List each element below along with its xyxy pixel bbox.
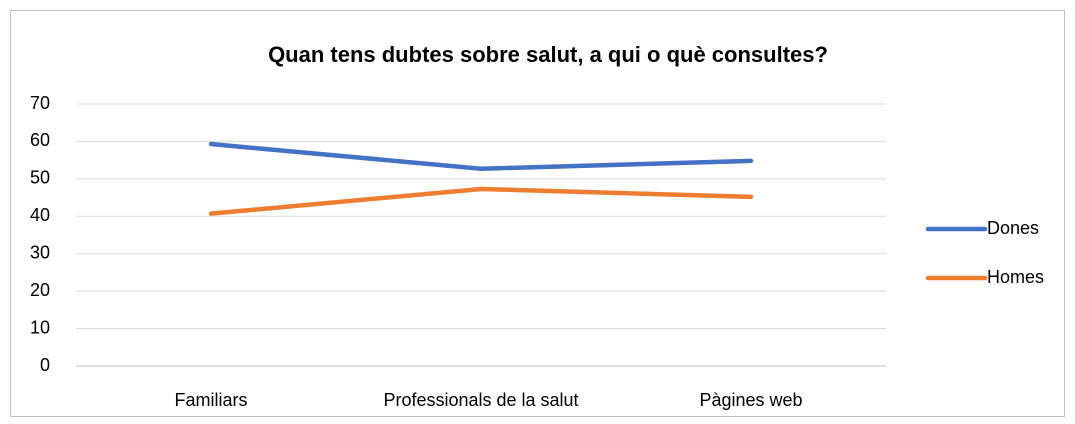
legend-label: Dones — [987, 218, 1039, 238]
x-tick-label: Familiars — [174, 390, 247, 410]
data-line — [208, 141, 754, 172]
y-tick-label: 40 — [30, 205, 50, 225]
legend-label: Homes — [987, 267, 1044, 287]
y-tick-label: 50 — [30, 168, 50, 188]
chart-border — [10, 10, 1065, 417]
y-tick-label: 70 — [30, 93, 50, 113]
y-tick-label: 30 — [30, 242, 50, 262]
y-tick-label: 60 — [30, 130, 50, 150]
y-tick-label: 0 — [40, 355, 50, 375]
data-line — [208, 186, 754, 216]
y-tick-label: 10 — [30, 317, 50, 337]
x-tick-label: Professionals de la salut — [383, 390, 578, 410]
y-tick-label: 20 — [30, 280, 50, 300]
x-tick-label: Pàgines web — [699, 390, 802, 410]
chart-title: Quan tens dubtes sobre salut, a qui o qu… — [268, 42, 828, 67]
